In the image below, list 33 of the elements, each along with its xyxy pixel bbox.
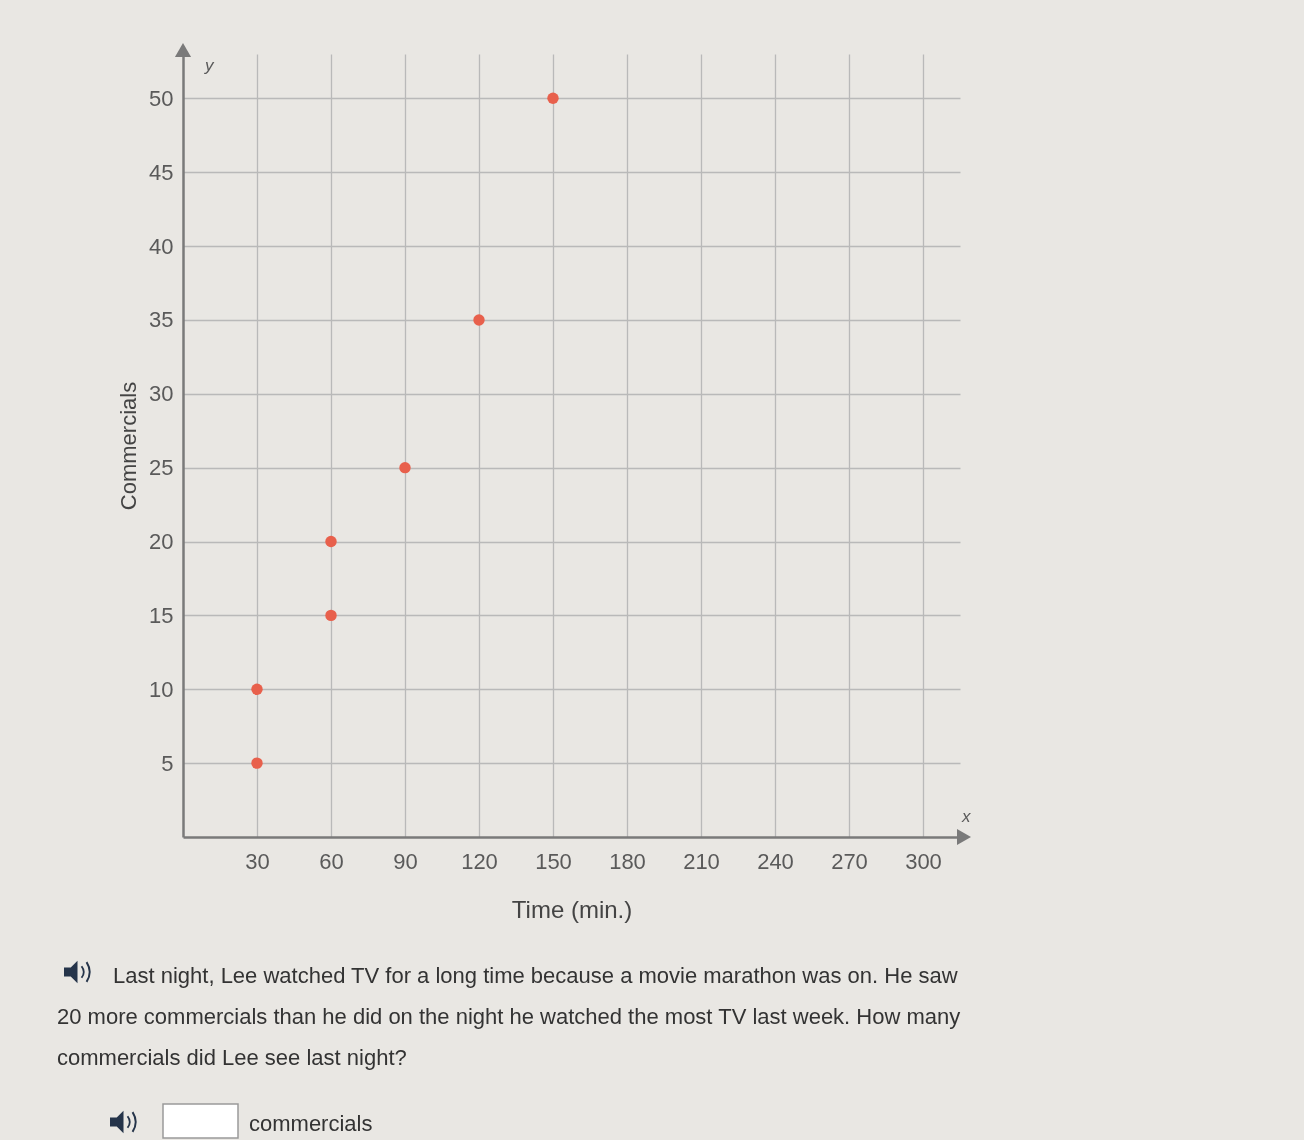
point bbox=[325, 535, 337, 548]
y-tick-label: 30 bbox=[149, 381, 174, 407]
x-tick-label: 300 bbox=[905, 848, 942, 874]
x-axis-title: Time (min.) bbox=[511, 895, 633, 923]
y-axis-title: Commercials bbox=[116, 381, 142, 511]
y-tick-label: 45 bbox=[149, 159, 174, 185]
x-tick-label: 60 bbox=[319, 848, 344, 874]
point bbox=[473, 314, 485, 326]
x-tick-label: 30 bbox=[245, 848, 270, 874]
point bbox=[399, 461, 411, 474]
point bbox=[251, 683, 263, 695]
text: x bbox=[961, 807, 971, 826]
y-tick-label: 50 bbox=[149, 85, 174, 111]
x-tick-label: 210 bbox=[683, 848, 720, 874]
text: Last night, Lee watched TV for a long time because a movie marathon was on. He saw 20 more commercials than he did on the night he watched the most TV last week. How many commercials did Lee see last night? bbox=[57, 963, 961, 1070]
y-tick-label: 15 bbox=[149, 602, 174, 628]
y-tick-label: 25 bbox=[149, 455, 174, 481]
point bbox=[251, 757, 263, 769]
y-tick-label: 10 bbox=[149, 676, 174, 702]
y-tick-label: 40 bbox=[149, 233, 174, 259]
y-tick-label: 5 bbox=[161, 750, 174, 776]
y-tick-label: 35 bbox=[149, 307, 174, 333]
x-tick-label: 270 bbox=[831, 848, 868, 874]
y-tick-label: 20 bbox=[149, 529, 174, 555]
point bbox=[325, 609, 337, 622]
annotation: y bbox=[204, 56, 215, 75]
x-tick-label: 150 bbox=[535, 848, 572, 874]
x-tick-label: 120 bbox=[461, 848, 498, 874]
x-tick-label: 240 bbox=[757, 848, 794, 874]
x-tick-label: 180 bbox=[609, 848, 646, 874]
text: commercials bbox=[249, 1111, 373, 1136]
point bbox=[547, 92, 559, 105]
x-tick-label: 90 bbox=[393, 848, 418, 874]
